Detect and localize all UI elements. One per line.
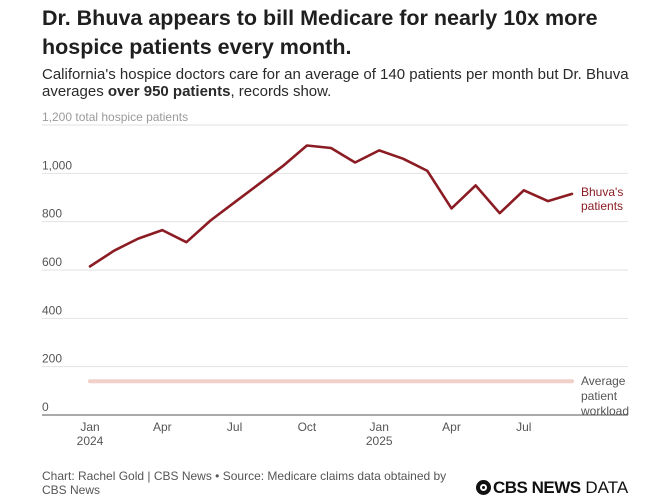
y-tick-label-400: 400 [42,303,62,317]
x-tick-label-0: Jan [80,420,99,434]
x-tick-label-18: Jul [516,420,531,434]
y-tick-label-1000: 1,000 [42,158,72,172]
subtitle-highlight: over 950 patients [107,83,231,100]
cbs-news-data-logo: CBS NEWS DATA [476,478,628,498]
x-tick-label-3: Apr [153,420,172,434]
y-tick-label-200: 200 [42,352,62,366]
x-tick-sublabel-12: 2025 [366,434,393,448]
logo-suffix: DATA [585,478,629,497]
y-tick-label-1200: 1,200 total hospice patients [42,110,188,124]
x-tick-label-12: Jan [370,420,389,434]
x-tick-sublabel-0: 2024 [77,434,104,448]
annotation-average-2: workload [580,404,629,418]
x-tick-label-15: Apr [442,420,461,434]
y-tick-label-800: 800 [42,207,62,221]
annotation-average-0: Average [581,374,626,388]
chart-subtitle: California's hospice doctors care for an… [42,66,642,100]
logo-brand: CBS NEWS [493,478,581,497]
y-tick-label-0: 0 [42,400,49,414]
x-tick-label-9: Oct [298,420,317,434]
source-note: Chart: Rachel Gold | CBS News • Source: … [42,469,447,497]
annotation-bhuva-1: patients [581,199,623,213]
subtitle-text: California's hospice doctors care for an… [42,66,629,100]
chart-title: Dr. Bhuva appears to bill Medicare for n… [42,6,598,59]
series-line-bhuva [88,144,574,268]
annotation-average-1: patient [581,389,618,403]
annotation-bhuva-0: Bhuva's [581,185,623,199]
x-tick-label-6: Jul [227,420,242,434]
subtitle-end: , records show. [230,83,332,100]
cbs-eye-icon [476,480,491,495]
y-tick-label-600: 600 [42,255,62,269]
